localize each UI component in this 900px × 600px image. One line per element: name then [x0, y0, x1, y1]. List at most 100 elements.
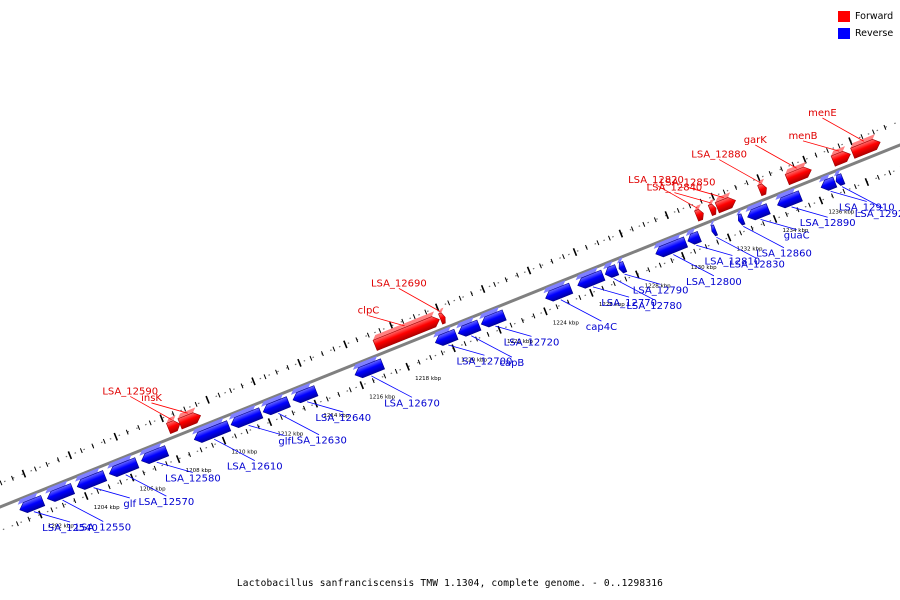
scale-tick — [596, 240, 600, 246]
gene-arrow — [76, 470, 108, 490]
gene-top-face — [785, 161, 806, 175]
gene-label: LSA_12800 — [686, 277, 742, 288]
gene-LSA_12630[interactable] — [260, 393, 291, 417]
gene-LSA_12830[interactable] — [708, 220, 720, 237]
scale-tick — [183, 406, 187, 412]
gene-arrow — [434, 328, 459, 346]
gene-top-face — [685, 228, 695, 236]
gene-LSA_12800[interactable] — [652, 233, 689, 259]
gene-guaC[interactable] — [744, 200, 771, 222]
gene-arrow — [193, 420, 232, 443]
leader-line — [306, 401, 344, 413]
scale-tick — [21, 469, 27, 478]
scale-tick-label: 1202 kbp — [48, 524, 74, 530]
gene-arrow — [372, 316, 440, 351]
gene-glf[interactable] — [74, 467, 108, 492]
scale-tick — [624, 276, 628, 282]
gene-LSA_12880[interactable] — [756, 178, 769, 197]
gene-top-face — [45, 480, 68, 494]
gene-label: LSA_12610 — [227, 462, 283, 473]
gene-LSA_12890[interactable] — [774, 187, 803, 210]
scale-tick-label: 1208 kbp — [186, 468, 212, 474]
gene-label: LSA_12780 — [626, 301, 682, 312]
gene-glf[interactable] — [227, 404, 264, 430]
gene-LSA_12920[interactable] — [832, 169, 846, 187]
scale-tick — [664, 211, 670, 220]
scale-tick — [313, 399, 319, 408]
gene-LSA_12640[interactable] — [289, 382, 319, 405]
scale-tick — [739, 230, 743, 236]
gene-arrow — [830, 151, 851, 167]
gene-menE[interactable] — [849, 133, 882, 159]
gene-LSA_12840[interactable] — [707, 198, 720, 217]
gene-LSA_12540[interactable] — [16, 492, 46, 515]
scale-tick — [194, 401, 198, 407]
legend: Forward Reverse — [838, 9, 898, 43]
scale-tick-label: 1210 kbp — [232, 450, 258, 456]
gene-top-face — [261, 393, 284, 407]
gene-label: LSA_12820 — [628, 175, 684, 186]
gene-top-face — [708, 198, 714, 206]
gene-LSA_12850[interactable] — [714, 192, 738, 214]
gene-LSA_12790[interactable] — [615, 257, 628, 274]
scale-tick — [221, 436, 227, 445]
gene-LSA_12700[interactable] — [432, 326, 459, 348]
gene-top-face — [833, 169, 841, 177]
gene-LSA_12670[interactable] — [351, 355, 386, 380]
gene-top-face — [736, 209, 742, 216]
scale-tick — [589, 288, 594, 297]
scale-tick-label: 1216 kbp — [369, 394, 395, 400]
gene-LSA_12690[interactable] — [437, 307, 449, 325]
gene-arrow — [737, 213, 746, 226]
gene-LSA_12770[interactable] — [574, 266, 606, 290]
gene-cap4C[interactable] — [542, 279, 574, 303]
leader-line — [560, 299, 602, 322]
gene-arrow — [835, 173, 846, 186]
gene-top-face — [75, 467, 100, 482]
leader-line — [93, 487, 130, 499]
scale-tick — [572, 248, 578, 257]
scale-ticks: 1202 kbp 1204 kbp 1206 kbp 1208 kbp 1210 kbp… — [0, 124, 900, 530]
gene-LSA_12610[interactable] — [191, 417, 232, 445]
gene-label: garK — [744, 135, 768, 146]
scale-tick — [642, 221, 646, 227]
scale-tick-label: 1236 kbp — [828, 210, 854, 216]
scale-tick — [521, 318, 524, 324]
scale-tick — [125, 429, 129, 435]
gene-label: LSA_12810 — [705, 257, 761, 268]
gene-top-face — [694, 204, 701, 211]
gene-arrow — [711, 224, 719, 237]
forward-swatch — [838, 10, 850, 22]
gene-label: LSA_12770 — [601, 298, 657, 309]
forward-track — [0, 120, 900, 484]
scale-tick — [102, 438, 106, 444]
gene-LSA_12910[interactable] — [818, 173, 838, 192]
gene-LSA_12720[interactable] — [478, 306, 507, 329]
gene-top-face — [745, 200, 763, 212]
gene-LSA_12780[interactable] — [602, 261, 620, 280]
scale-tick — [658, 262, 662, 268]
leader-line — [822, 117, 865, 142]
scale-tick — [366, 332, 370, 338]
gene-LSA_12810[interactable] — [684, 228, 702, 247]
scale-tick — [470, 291, 474, 297]
leader-line — [624, 273, 661, 285]
genome-axis — [0, 120, 900, 532]
scale-tick — [475, 336, 478, 342]
scale-tick — [463, 341, 467, 347]
gene-arrow — [694, 208, 704, 222]
gene-capB[interactable] — [455, 316, 482, 338]
gene-garK[interactable] — [784, 161, 814, 186]
gene-LSA_12820[interactable] — [693, 204, 706, 222]
gene-LSA_12570[interactable] — [106, 454, 140, 479]
scale-tick — [50, 507, 54, 513]
scale-tick — [275, 369, 278, 375]
leader-line — [655, 184, 698, 209]
gene-label: LSA_12580 — [165, 474, 221, 485]
gene-LSA_12860[interactable] — [735, 209, 747, 226]
gene-LSA_12580[interactable] — [138, 442, 170, 466]
scale-tick — [263, 374, 267, 380]
gene-top-face — [139, 442, 162, 456]
gene-LSA_12550[interactable] — [44, 480, 76, 504]
